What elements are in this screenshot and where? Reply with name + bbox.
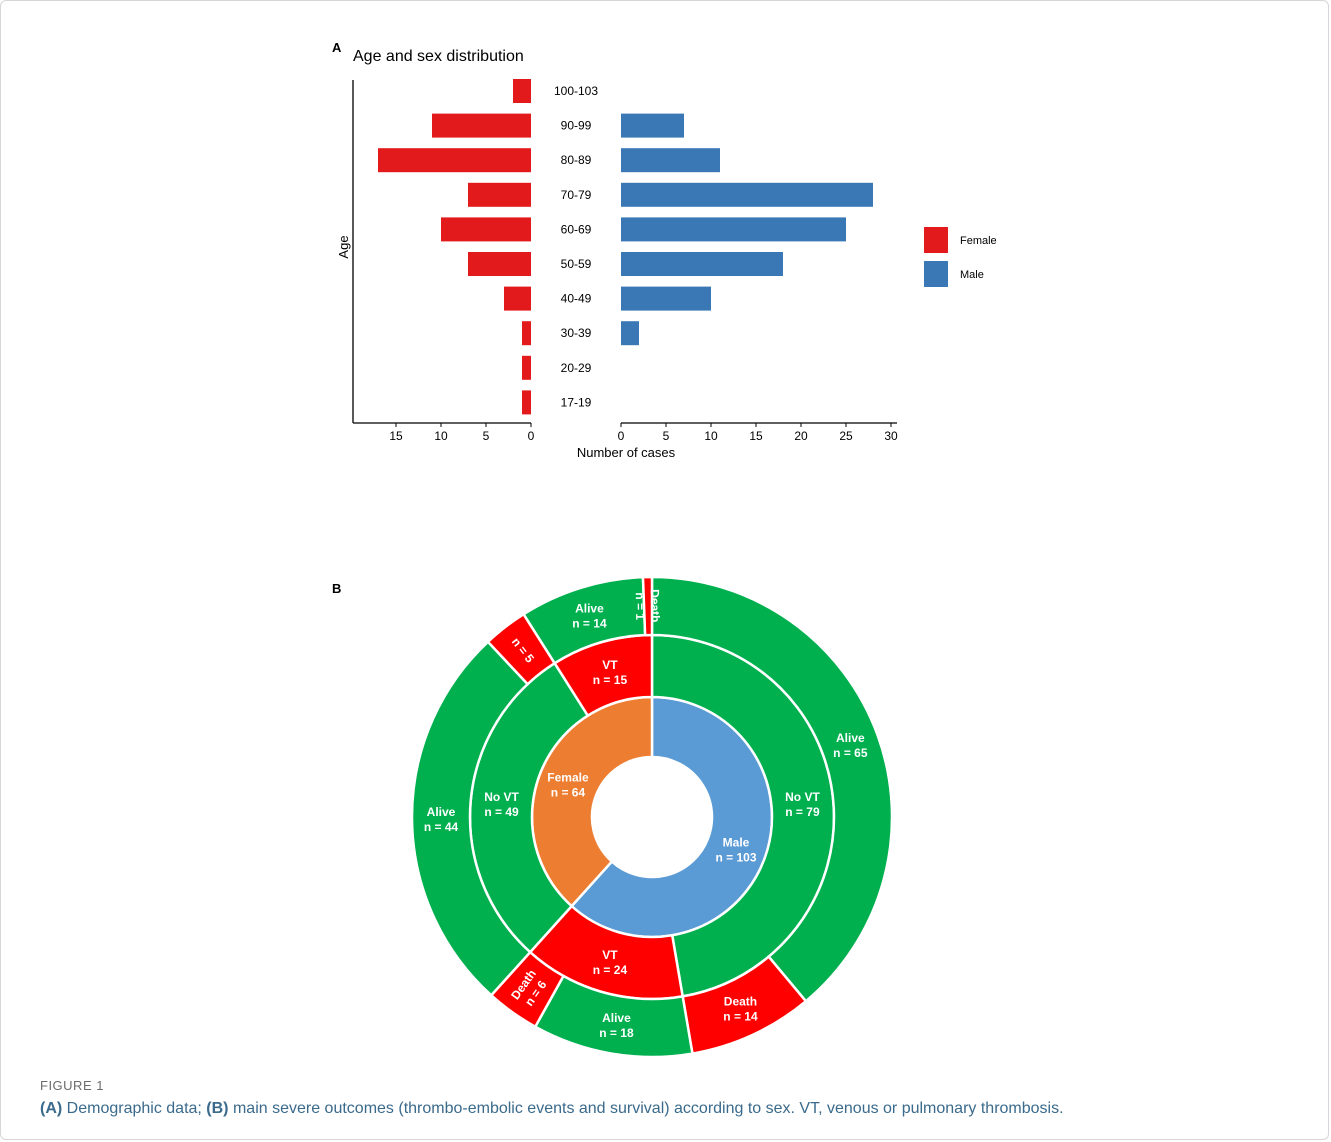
x-tick-labels: 15 10 5 0 0 5 10 15 20 25 30 [389, 423, 898, 443]
female-bar [432, 113, 531, 138]
caption-text-a: Demographic data; [62, 1100, 207, 1117]
x-tick-label: 5 [663, 429, 670, 443]
age-category-label: 100-103 [554, 84, 598, 98]
pyramid-axes [352, 80, 897, 424]
male-bar [621, 252, 783, 276]
female-bar [468, 182, 531, 207]
x-tick-label: 30 [884, 429, 898, 443]
caption-tag-a: (A) [40, 1100, 63, 1117]
age-category-label: 80-89 [561, 153, 592, 167]
age-category-label: 50-59 [561, 257, 592, 271]
female-bar [522, 355, 531, 380]
x-tick-label: 5 [483, 429, 490, 443]
x-tick-label: 25 [839, 429, 853, 443]
x-tick-label: 10 [704, 429, 718, 443]
age-category-label: 70-79 [561, 188, 592, 202]
female-bar [378, 148, 531, 173]
female-bar [441, 217, 531, 242]
age-category-label: 60-69 [561, 222, 592, 236]
age-category-label: 17-19 [561, 395, 592, 409]
chart-title: Age and sex distribution [353, 48, 524, 65]
age-category-labels: 100-103 90-99 80-89 70-79 60-69 50-59 40-49 30-… [554, 84, 598, 409]
male-bar [621, 182, 873, 207]
female-bar [522, 390, 531, 415]
y-axis-label: Age [336, 235, 351, 258]
panel-a-label: A [332, 40, 342, 55]
female-bar [504, 286, 531, 311]
x-axis-label: Number of cases [577, 445, 676, 460]
caption-text-b: main severe outcomes (thrombo-embolic ev… [228, 1100, 1064, 1117]
male-bar [621, 148, 720, 173]
legend-label-male: Male [960, 269, 984, 281]
female-bar [513, 79, 531, 103]
male-bar [621, 321, 639, 346]
age-category-label: 30-39 [561, 326, 592, 340]
male-bar [621, 286, 711, 311]
figure-caption: (A) Demographic data; (B) main severe ou… [40, 1100, 1300, 1118]
x-tick-label: 20 [794, 429, 808, 443]
legend: Female Male [924, 227, 997, 287]
age-category-label: 90-99 [561, 119, 592, 133]
age-category-label: 20-29 [561, 361, 592, 375]
x-tick-label: 10 [434, 429, 448, 443]
male-bar [621, 217, 846, 242]
x-tick-label: 0 [618, 429, 625, 443]
legend-swatch-female [924, 227, 948, 253]
pyramid-chart: A Age and sex distribution Age Number of… [332, 40, 997, 460]
female-bar [468, 252, 531, 276]
legend-label-female: Female [960, 235, 997, 247]
age-category-label: 40-49 [561, 292, 592, 306]
x-tick-label: 15 [389, 429, 403, 443]
pyramid-bars [378, 79, 873, 415]
legend-swatch-male [924, 261, 948, 287]
x-tick-label: 0 [528, 429, 535, 443]
x-tick-label: 15 [749, 429, 763, 443]
female-bar [522, 321, 531, 346]
figure-label: FIGURE 1 [40, 1078, 104, 1093]
caption-tag-b: (B) [206, 1100, 229, 1117]
male-bar [621, 113, 684, 138]
